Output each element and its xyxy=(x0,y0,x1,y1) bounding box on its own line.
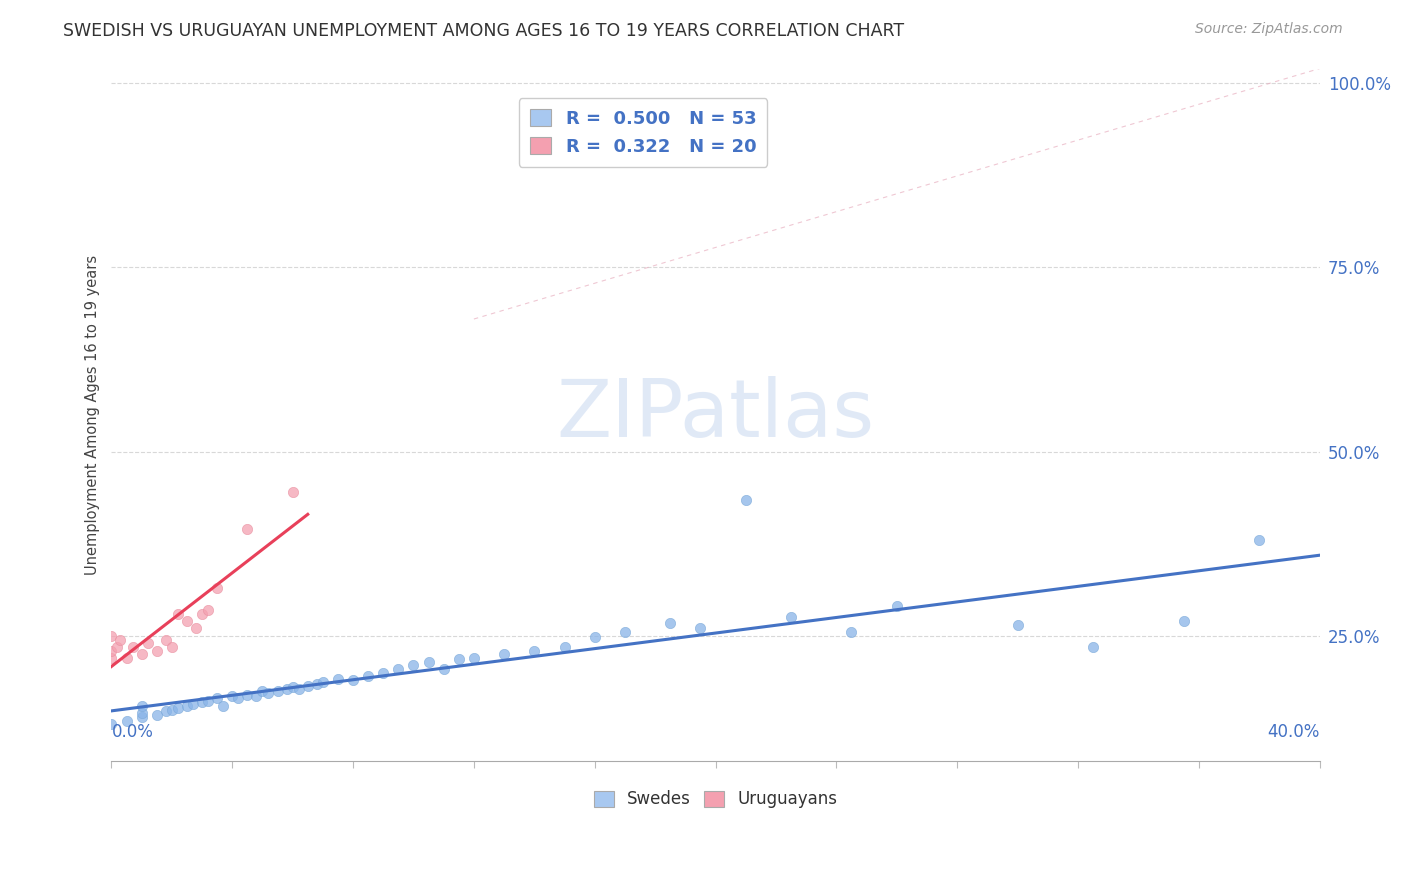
Point xyxy=(115,714,138,728)
Point xyxy=(523,643,546,657)
Point xyxy=(167,701,190,715)
Point xyxy=(447,652,470,666)
Point xyxy=(326,672,349,686)
Point xyxy=(1081,640,1104,654)
Point xyxy=(841,625,863,640)
Point xyxy=(160,640,183,654)
Point xyxy=(886,599,908,614)
Point xyxy=(780,610,803,624)
Point xyxy=(312,674,335,689)
Point xyxy=(131,698,153,713)
Point xyxy=(160,702,183,716)
Point xyxy=(553,640,575,654)
Text: SWEDISH VS URUGUAYAN UNEMPLOYMENT AMONG AGES 16 TO 19 YEARS CORRELATION CHART: SWEDISH VS URUGUAYAN UNEMPLOYMENT AMONG … xyxy=(63,22,904,40)
Point xyxy=(100,643,122,657)
Point xyxy=(107,640,129,654)
Text: 0.0%: 0.0% xyxy=(111,723,153,741)
Point xyxy=(100,629,122,643)
Point xyxy=(236,688,259,702)
Point xyxy=(176,614,198,628)
Point xyxy=(734,492,756,507)
Point xyxy=(281,485,304,500)
Point xyxy=(167,607,190,621)
Point xyxy=(245,690,267,704)
Point xyxy=(155,632,177,647)
Point xyxy=(287,681,309,696)
Point xyxy=(387,662,409,676)
Point xyxy=(205,691,228,706)
Point xyxy=(115,651,138,665)
Point xyxy=(191,695,214,709)
Point xyxy=(1173,614,1195,628)
Point xyxy=(121,640,143,654)
Point xyxy=(197,693,219,707)
Point xyxy=(131,710,153,724)
Point xyxy=(100,651,122,665)
Point xyxy=(342,673,364,687)
Point xyxy=(281,681,304,695)
Point xyxy=(131,647,153,661)
Point xyxy=(110,632,132,647)
Point xyxy=(659,615,682,630)
Point xyxy=(136,636,159,650)
Point xyxy=(613,625,636,640)
Point xyxy=(373,665,395,680)
Point xyxy=(305,676,328,690)
Point xyxy=(583,630,606,644)
Point xyxy=(402,658,425,673)
Point xyxy=(221,690,243,704)
Point xyxy=(155,704,177,718)
Point xyxy=(276,681,298,696)
Text: Source: ZipAtlas.com: Source: ZipAtlas.com xyxy=(1195,22,1343,37)
Point xyxy=(191,607,214,621)
Point xyxy=(266,684,288,698)
Point xyxy=(297,679,319,693)
Point xyxy=(145,643,167,657)
Point xyxy=(226,691,249,706)
Point xyxy=(181,697,204,711)
Point xyxy=(1249,533,1271,547)
Point xyxy=(205,581,228,595)
Point xyxy=(433,662,456,676)
Point xyxy=(184,622,207,636)
Point xyxy=(100,717,122,731)
Point xyxy=(252,684,274,698)
Point xyxy=(418,655,440,669)
Y-axis label: Unemployment Among Ages 16 to 19 years: Unemployment Among Ages 16 to 19 years xyxy=(86,255,100,574)
Point xyxy=(145,708,167,723)
Point xyxy=(176,698,198,713)
Point xyxy=(1007,617,1029,632)
Point xyxy=(463,651,485,665)
Point xyxy=(197,603,219,617)
Point xyxy=(257,686,280,700)
Point xyxy=(212,698,235,713)
Point xyxy=(689,622,711,636)
Legend: Swedes, Uruguayans: Swedes, Uruguayans xyxy=(586,784,844,815)
Point xyxy=(236,522,259,536)
Text: 40.0%: 40.0% xyxy=(1267,723,1320,741)
Point xyxy=(131,706,153,721)
Point xyxy=(494,647,516,661)
Text: ZIPatlas: ZIPatlas xyxy=(557,376,875,454)
Point xyxy=(357,669,380,683)
